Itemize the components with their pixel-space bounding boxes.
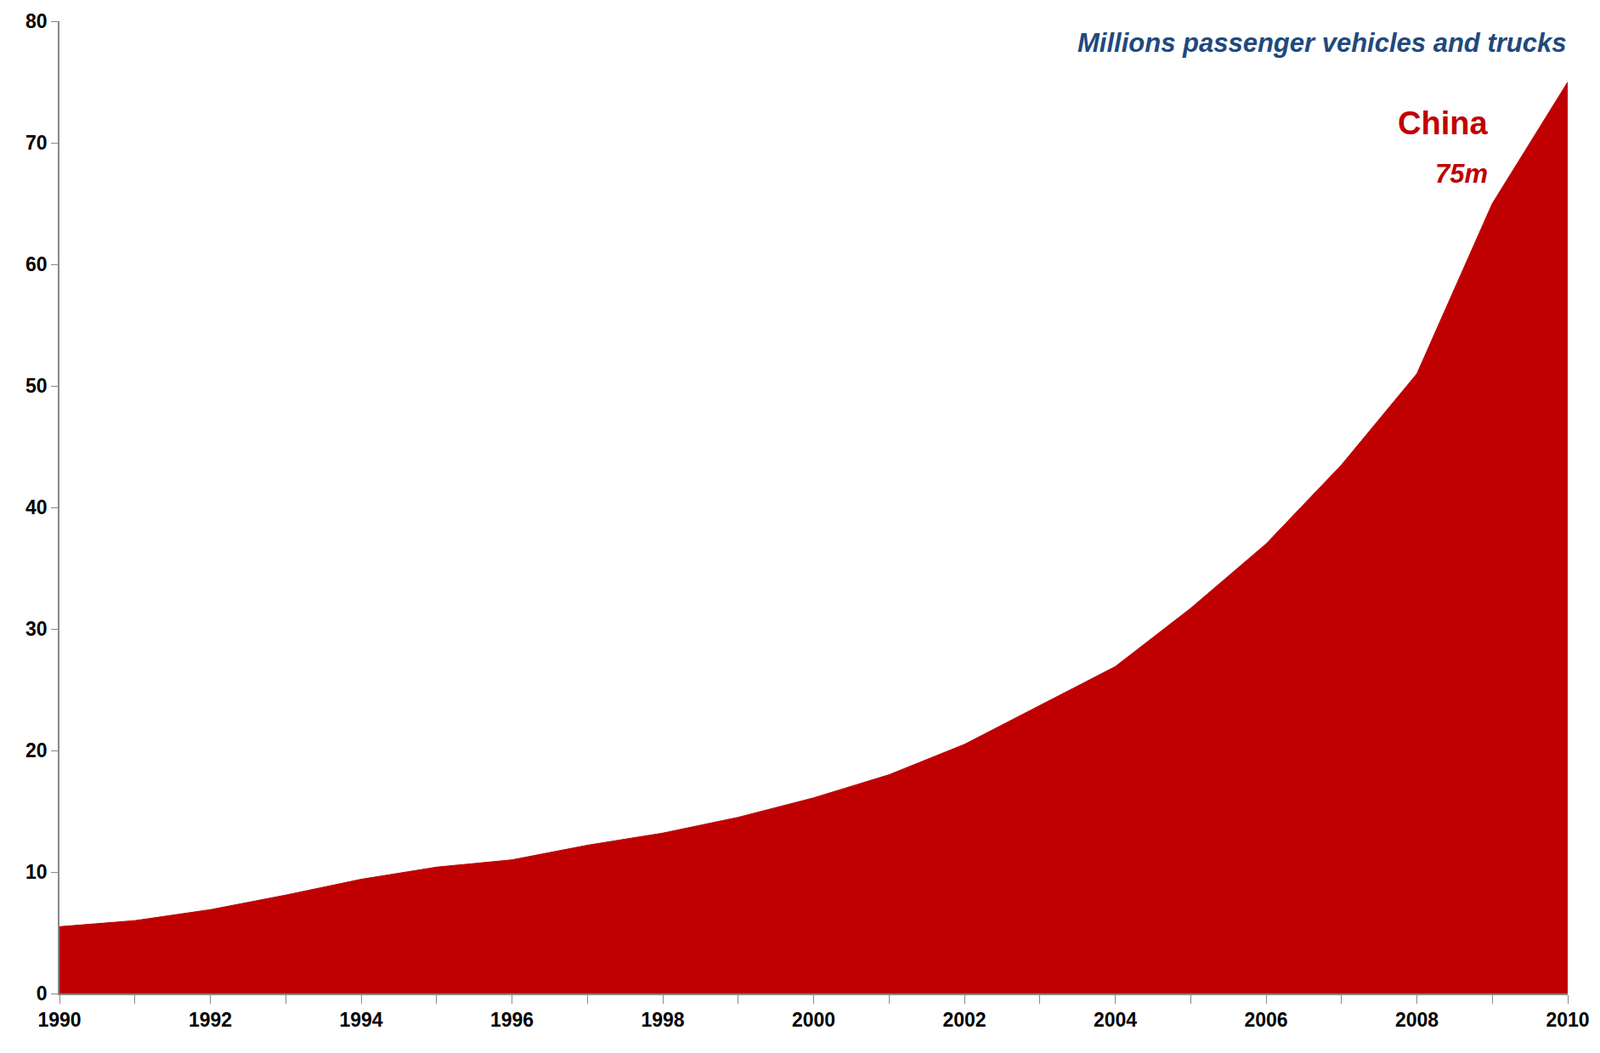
svg-text:80: 80 — [25, 10, 48, 33]
svg-text:2010: 2010 — [1545, 1008, 1589, 1031]
svg-text:70: 70 — [25, 131, 48, 154]
svg-text:2000: 2000 — [791, 1008, 836, 1031]
svg-text:1994: 1994 — [339, 1008, 383, 1031]
svg-text:50: 50 — [25, 374, 48, 397]
svg-text:2008: 2008 — [1395, 1008, 1439, 1031]
svg-text:1996: 1996 — [490, 1008, 534, 1031]
svg-text:2006: 2006 — [1243, 1008, 1288, 1031]
svg-text:Millions passenger vehicles an: Millions passenger vehicles and trucks — [1077, 28, 1567, 58]
svg-text:China: China — [1397, 105, 1488, 142]
svg-text:0: 0 — [36, 982, 48, 1005]
svg-text:75m: 75m — [1435, 158, 1488, 189]
svg-text:2002: 2002 — [942, 1008, 986, 1031]
svg-text:30: 30 — [25, 617, 48, 640]
svg-text:40: 40 — [25, 496, 48, 519]
svg-text:1990: 1990 — [37, 1008, 81, 1031]
svg-text:60: 60 — [25, 253, 48, 276]
svg-text:2004: 2004 — [1093, 1008, 1137, 1031]
svg-text:1998: 1998 — [640, 1008, 685, 1031]
svg-text:20: 20 — [25, 739, 48, 762]
svg-text:1992: 1992 — [188, 1008, 232, 1031]
svg-text:10: 10 — [25, 860, 48, 883]
